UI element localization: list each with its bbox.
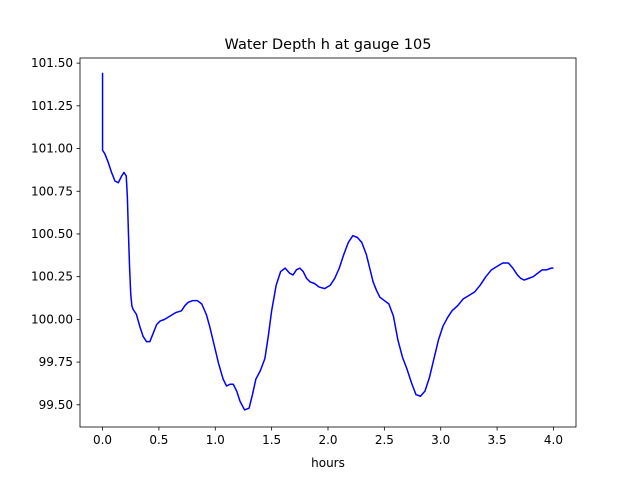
- y-tick-label: 100.75: [31, 184, 73, 198]
- series-line-0: [101, 72, 554, 411]
- x-tick-label: 4.0: [544, 433, 563, 447]
- y-tick-label: 99.75: [39, 355, 73, 369]
- x-tick-label: 1.0: [206, 433, 225, 447]
- y-tick-label: 101.25: [31, 99, 73, 113]
- y-tick-label: 101.50: [31, 56, 73, 70]
- y-tick-label: 100.25: [31, 270, 73, 284]
- plot-area: 0.0 0.5 1.0 1.5 2.0 2.5 3.0 3.5 4.0 99.50 99.75 100…: [31, 56, 577, 447]
- axes-frame: [79, 57, 577, 428]
- x-tick-label: 2.0: [318, 433, 337, 447]
- x-tick-label: 2.5: [375, 433, 394, 447]
- x-tick-label: 3.5: [488, 433, 507, 447]
- chart-title: Water Depth h at gauge 105: [225, 37, 432, 53]
- y-tick-label: 101.00: [31, 142, 73, 156]
- x-axis-label: hours: [311, 456, 345, 470]
- y-tick-label: 100.00: [31, 312, 73, 326]
- y-tick-label: 100.50: [31, 227, 73, 241]
- y-tick-label: 99.50: [39, 398, 73, 412]
- x-tick-label: 0.5: [149, 433, 168, 447]
- x-tick-label: 3.0: [431, 433, 450, 447]
- x-tick-label: 1.5: [262, 433, 281, 447]
- x-tick-label: 0.0: [93, 433, 112, 447]
